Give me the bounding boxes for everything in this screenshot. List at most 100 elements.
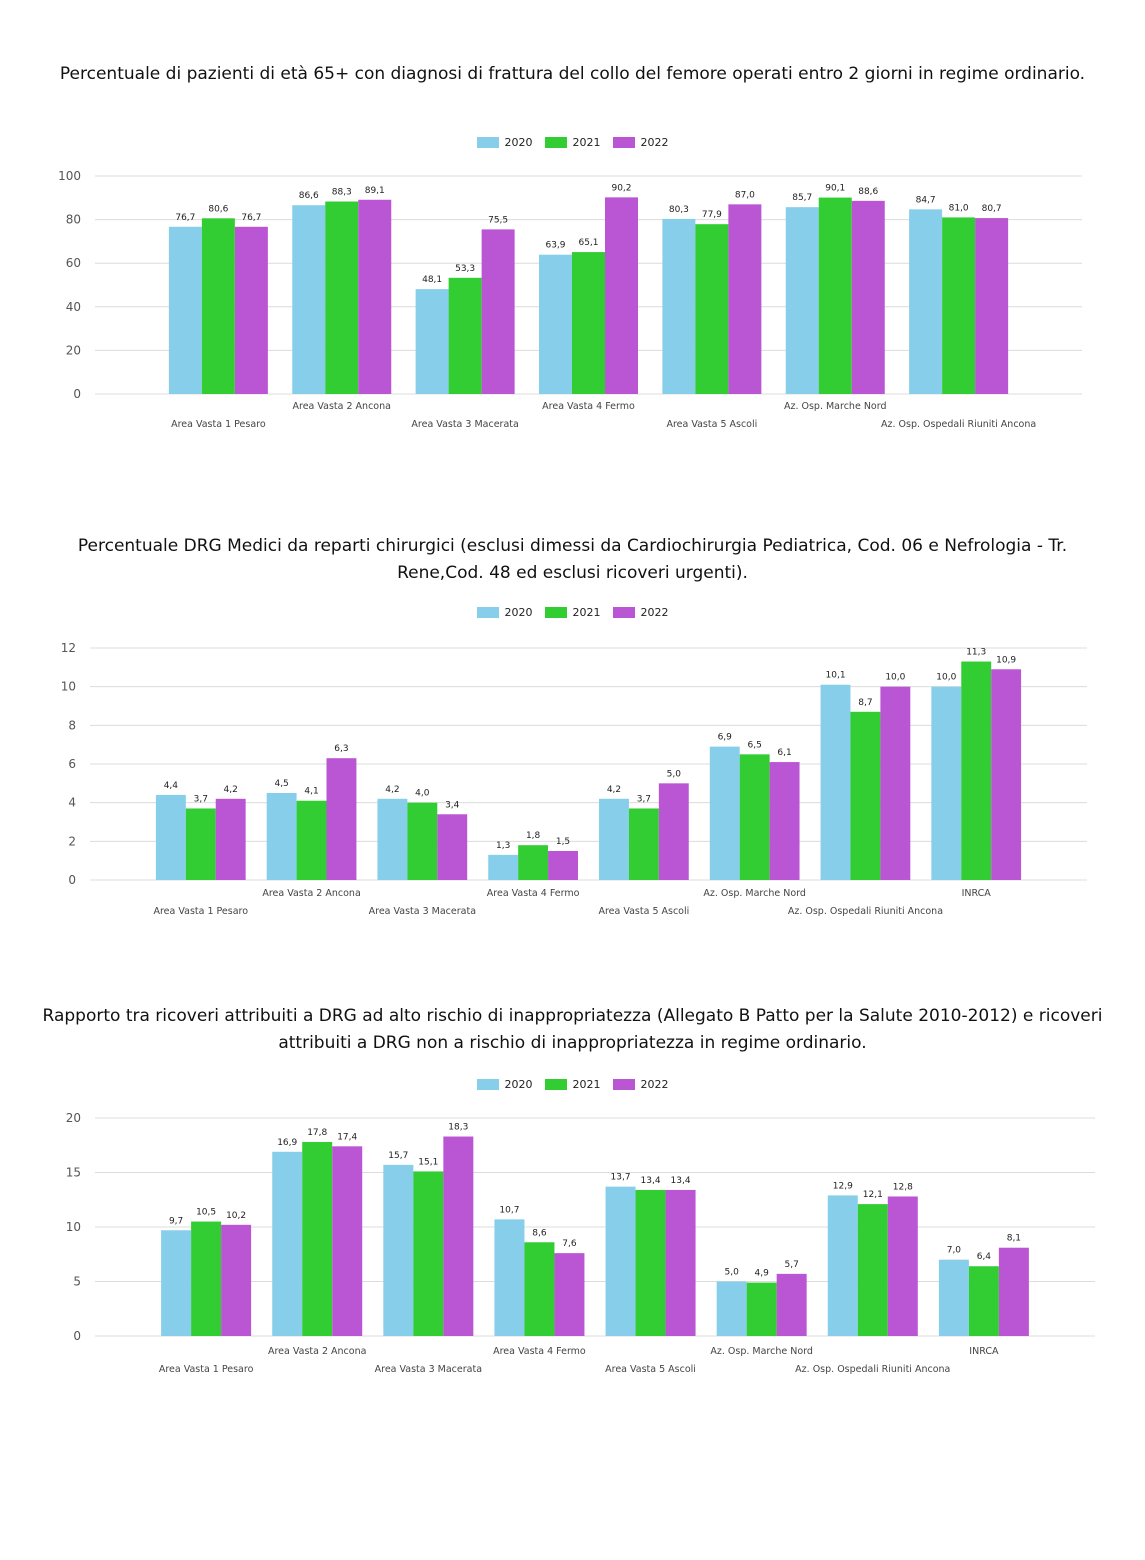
bar-2021[interactable]	[942, 217, 976, 394]
bar-2020[interactable]	[292, 205, 326, 394]
legend-label: 2022	[640, 136, 669, 149]
bar-2020[interactable]	[155, 794, 186, 880]
bar-2022[interactable]	[975, 218, 1009, 394]
bar-2021[interactable]	[407, 802, 438, 880]
legend-item-2022[interactable]: 2022	[612, 1078, 669, 1091]
bar-2020[interactable]	[272, 1151, 303, 1336]
bar-2020[interactable]	[161, 1230, 192, 1336]
bar-2022[interactable]	[548, 851, 578, 880]
legend-swatch-2020	[476, 1079, 499, 1090]
bar-2022[interactable]	[776, 1273, 807, 1336]
bar-2022[interactable]	[554, 1253, 585, 1336]
data-label: 12,1	[863, 1190, 883, 1200]
bar-2021[interactable]	[572, 252, 605, 394]
data-label: 7,0	[947, 1246, 962, 1256]
data-label: 6,1	[777, 748, 791, 758]
bar-2020[interactable]	[488, 854, 519, 880]
data-label: 8,6	[532, 1228, 547, 1238]
bar-2020[interactable]	[938, 1259, 969, 1336]
bar-2022[interactable]	[605, 197, 638, 394]
bar-2021[interactable]	[961, 661, 992, 880]
bar-2021[interactable]	[524, 1242, 555, 1336]
bar-2022[interactable]	[658, 783, 689, 880]
data-label: 8,7	[858, 698, 872, 708]
bar-2020[interactable]	[377, 798, 408, 880]
y-tick-label: 10	[61, 680, 76, 694]
legend-item-2022[interactable]: 2022	[612, 606, 669, 619]
bar-2021[interactable]	[296, 800, 327, 880]
chart-2-title-text: Percentuale DRG Medici da reparti chirur…	[77, 536, 1068, 583]
data-label: 90,2	[611, 183, 631, 193]
legend-item-2020[interactable]: 2020	[476, 606, 533, 619]
x-tick-label: Area Vasta 4 Fermo	[487, 888, 580, 899]
bar-2021[interactable]	[325, 201, 359, 394]
legend-item-2020[interactable]: 2020	[476, 136, 533, 149]
bar-2022[interactable]	[481, 229, 515, 394]
bar-2022[interactable]	[437, 814, 468, 880]
bar-2020[interactable]	[539, 254, 572, 394]
bar-2020[interactable]	[168, 226, 202, 394]
bar-2021[interactable]	[518, 845, 549, 880]
bar-2022[interactable]	[665, 1189, 696, 1336]
bar-2020[interactable]	[820, 684, 851, 880]
bar-2021[interactable]	[413, 1171, 444, 1336]
bar-2022[interactable]	[358, 199, 392, 394]
bar-2021[interactable]	[818, 197, 852, 394]
bar-2020[interactable]	[599, 798, 629, 880]
bar-2021[interactable]	[857, 1204, 888, 1336]
bar-2022[interactable]	[326, 758, 357, 880]
legend-item-2021[interactable]: 2021	[544, 1078, 601, 1091]
bar-2022[interactable]	[234, 226, 268, 394]
x-tick-label: Area Vasta 1 Pesaro	[171, 419, 266, 430]
bar-2020[interactable]	[662, 218, 696, 394]
bar-2020[interactable]	[605, 1186, 636, 1336]
y-tick-label: 60	[66, 256, 81, 270]
bar-2022[interactable]	[769, 762, 800, 880]
bar-2021[interactable]	[628, 808, 659, 880]
bar-2020[interactable]	[716, 1281, 747, 1337]
bar-2022[interactable]	[998, 1247, 1029, 1336]
bar-2021[interactable]	[302, 1141, 333, 1336]
bar-2020[interactable]	[909, 209, 943, 394]
bar-2020[interactable]	[709, 746, 740, 880]
legend-item-2021[interactable]: 2021	[544, 606, 601, 619]
bar-2021[interactable]	[635, 1189, 666, 1336]
legend-item-2020[interactable]: 2020	[476, 1078, 533, 1091]
data-label: 5,0	[725, 1268, 740, 1278]
x-tick-label: Area Vasta 2 Ancona	[293, 401, 391, 412]
data-label: 3,4	[445, 800, 460, 810]
bar-2020[interactable]	[383, 1164, 414, 1336]
bar-2021[interactable]	[739, 754, 770, 880]
bar-2022[interactable]	[880, 686, 911, 880]
bar-2022[interactable]	[332, 1146, 363, 1336]
bar-2022[interactable]	[728, 204, 762, 394]
data-label: 53,3	[455, 264, 475, 274]
data-label: 6,9	[718, 733, 733, 743]
bar-2020[interactable]	[931, 686, 962, 880]
bar-2020[interactable]	[785, 207, 819, 394]
bar-2020[interactable]	[266, 793, 297, 880]
data-label: 7,6	[562, 1239, 577, 1249]
bar-2021[interactable]	[850, 711, 881, 880]
data-label: 4,4	[164, 781, 179, 791]
bar-2021[interactable]	[185, 808, 216, 880]
bar-2020[interactable]	[494, 1219, 525, 1336]
bar-2020[interactable]	[827, 1195, 858, 1336]
bar-2021[interactable]	[695, 224, 729, 394]
bar-2022[interactable]	[887, 1196, 918, 1336]
bar-2021[interactable]	[448, 277, 482, 394]
bar-2021[interactable]	[201, 218, 235, 394]
bar-2022[interactable]	[221, 1224, 252, 1336]
bar-2021[interactable]	[968, 1266, 999, 1336]
legend-item-2021[interactable]: 2021	[544, 136, 601, 149]
x-tick-label: Az. Osp. Ospedali Riuniti Ancona	[788, 906, 943, 917]
bar-2021[interactable]	[191, 1221, 222, 1336]
data-label: 3,7	[194, 794, 208, 804]
bar-2022[interactable]	[443, 1136, 474, 1336]
bar-2022[interactable]	[215, 798, 246, 880]
bar-2022[interactable]	[991, 669, 1022, 880]
bar-2022[interactable]	[851, 200, 885, 394]
bar-2021[interactable]	[746, 1282, 777, 1336]
legend-item-2022[interactable]: 2022	[612, 136, 669, 149]
bar-2020[interactable]	[415, 289, 449, 394]
